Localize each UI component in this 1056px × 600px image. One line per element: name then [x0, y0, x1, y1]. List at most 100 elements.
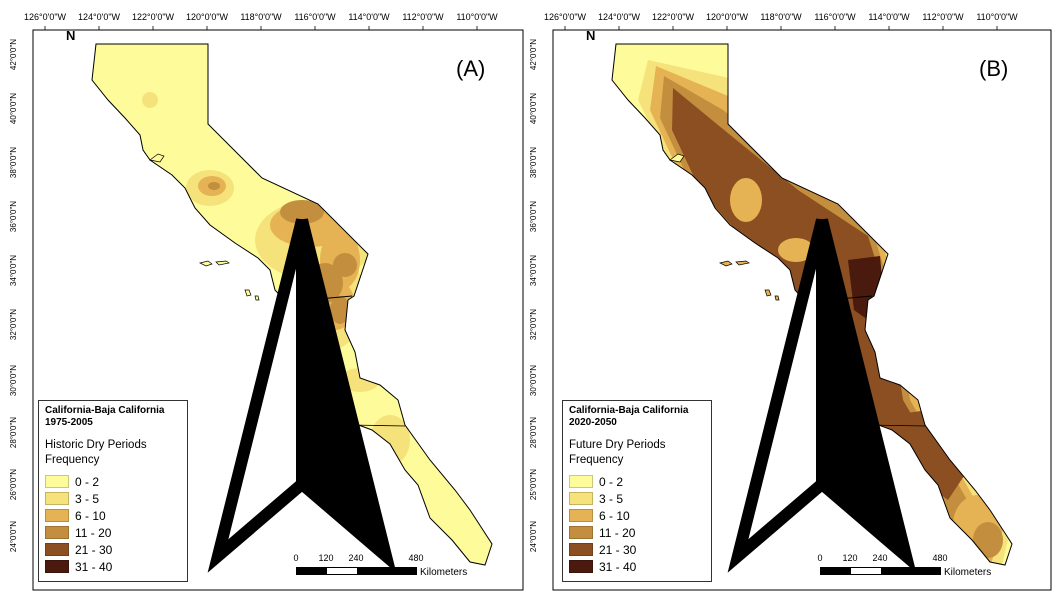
island: [774, 295, 780, 301]
legend-swatch: [569, 560, 593, 573]
scale-tick: 240: [872, 553, 888, 563]
legend-label: 21 - 30: [599, 542, 637, 557]
legend-swatch: [45, 543, 69, 556]
scale-tick: 120: [318, 553, 334, 563]
legend-swatch: [45, 492, 69, 505]
lat-label: 32°0'0"N: [9, 308, 19, 341]
legend-item: 21 - 30: [45, 541, 181, 558]
island: [244, 289, 252, 297]
legend-title: Future Dry Periods Frequency: [569, 438, 705, 468]
lon-label: 110°0'0"W: [456, 12, 498, 22]
lat-label: 40°0'0"N: [529, 92, 539, 125]
island: [718, 260, 733, 267]
zone-11-20: [330, 296, 350, 324]
lat-label: 38°0'0"N: [9, 146, 19, 179]
legend-item: 0 - 2: [569, 473, 705, 490]
lon-label: 116°0'0"W: [814, 12, 856, 22]
legend-label: 11 - 20: [75, 525, 112, 540]
scale-tick: 480: [408, 553, 424, 563]
lon-label: 112°0'0"W: [922, 12, 964, 22]
lon-label: 118°0'0"W: [240, 12, 282, 22]
legend-label: 3 - 5: [599, 491, 624, 506]
lat-label: 28°0'0"N: [529, 416, 539, 449]
scale-unit: Kilometers: [420, 567, 468, 578]
island: [215, 260, 230, 266]
north-arrow-icon: [207, 218, 397, 573]
legend-label: 31 - 40: [599, 559, 637, 574]
scale-tick: 0: [817, 553, 823, 563]
legend-swatch: [569, 475, 593, 488]
legend-item: 3 - 5: [569, 490, 705, 507]
zone-6-10: [778, 238, 814, 262]
lat-label: 30°0'0"N: [9, 364, 19, 397]
lat-label: 36°0'0"N: [9, 200, 19, 233]
lat-label: 32°0'0"N: [529, 308, 539, 341]
lon-label: 120°0'0"W: [185, 12, 229, 22]
legend-label: 0 - 2: [75, 474, 100, 489]
legend-title-line2: Frequency: [45, 454, 100, 466]
zone-11-20: [973, 522, 1003, 558]
panel-label: (B): [979, 56, 1009, 81]
legend-item: 11 - 20: [45, 524, 181, 541]
legend-item: 6 - 10: [569, 507, 705, 524]
coastline: [91, 43, 493, 566]
legend-item: 11 - 20: [569, 524, 705, 541]
legend-swatch: [569, 509, 593, 522]
legend-item: 3 - 5: [45, 490, 181, 507]
legend-swatch: [45, 475, 69, 488]
scale-tick: 240: [348, 553, 364, 563]
lat-label: 42°0'0"N: [9, 38, 19, 71]
scale-tick: 480: [932, 553, 948, 563]
lon-label: 112°0'0"W: [402, 12, 444, 22]
north-arrow-icon: [727, 218, 917, 573]
lon-ticks: [564, 26, 998, 30]
legend-label: 6 - 10: [599, 508, 630, 523]
lon-label: 124°0'0"W: [77, 12, 121, 22]
lon-label: 110°0'0"W: [976, 12, 1018, 22]
lat-label: 42°0'0"N: [529, 38, 539, 71]
lat-label: 24°0'0"N: [9, 520, 19, 553]
lon-label: 126°0'0"W: [543, 12, 587, 22]
north-label: N: [586, 28, 596, 43]
legend-items: 0 - 2 3 - 5 6 - 10 11 - 20 21 - 30: [45, 473, 181, 575]
legend-swatch: [45, 560, 69, 573]
legend-label: 0 - 2: [599, 474, 624, 489]
lon-label: 122°0'0"W: [131, 12, 175, 22]
lon-label: 124°0'0"W: [597, 12, 641, 22]
lon-label: 116°0'0"W: [294, 12, 336, 22]
legend-period: 1975-2005: [45, 417, 93, 428]
legend-title-line1: Historic Dry Periods: [45, 439, 147, 451]
zone-6-10: [730, 178, 762, 222]
scale-tick: 0: [293, 553, 299, 563]
lon-label: 118°0'0"W: [760, 12, 802, 22]
legend-region: California-Baja California: [569, 405, 689, 416]
lon-ticks: [44, 26, 478, 30]
lon-label: 114°0'0"W: [868, 12, 910, 22]
panel-a: 126°0'0"W 124°0'0"W 122°0'0"W 120°0'0"W …: [9, 12, 524, 591]
legend-label: 6 - 10: [75, 508, 106, 523]
zone-11-20: [333, 253, 357, 277]
lat-label: 24°0'0"N: [529, 520, 539, 553]
north-label: N: [66, 28, 76, 43]
legend-title-line1: Future Dry Periods: [569, 439, 666, 451]
lat-label: 26°0'0"N: [9, 468, 19, 501]
legend-swatch: [569, 492, 593, 505]
lat-label: 36°0'0"N: [529, 200, 539, 233]
legend-item: 6 - 10: [45, 507, 181, 524]
lat-label: 34°0'0"N: [9, 254, 19, 287]
lon-label: 122°0'0"W: [651, 12, 695, 22]
legend-title-line2: Frequency: [569, 454, 624, 466]
zone-11-20: [280, 200, 324, 224]
lat-label: 40°0'0"N: [9, 92, 19, 125]
lat-label: 34°0'0"N: [529, 254, 539, 287]
scale-bar: 0 120 240 480 Kilometers: [817, 553, 1020, 583]
north-arrow: N: [62, 28, 397, 573]
legend-label: 21 - 30: [75, 542, 113, 557]
lon-label: 114°0'0"W: [348, 12, 390, 22]
legend-swatch: [45, 526, 69, 539]
north-arrow: N: [582, 28, 917, 573]
legend: California-Baja California 1975-2005 His…: [38, 400, 188, 582]
island: [198, 260, 213, 267]
legend-swatch: [569, 526, 593, 539]
